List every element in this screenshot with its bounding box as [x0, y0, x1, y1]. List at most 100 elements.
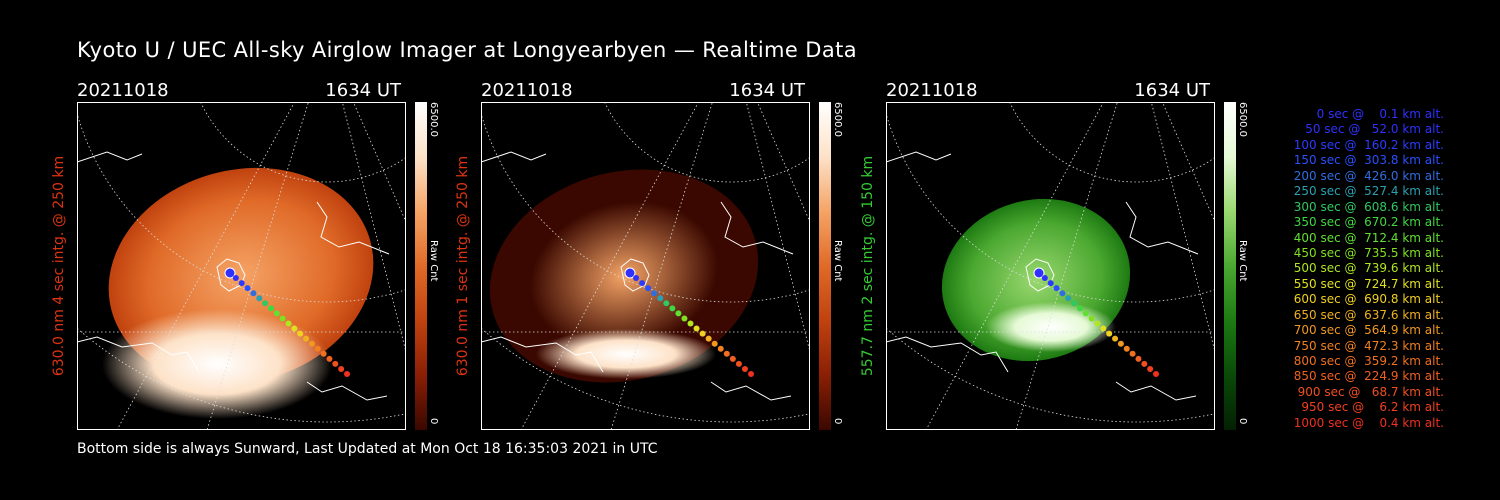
- colorbar-max-label: 6500.0: [428, 102, 439, 137]
- trajectory-point: [633, 275, 640, 282]
- airglow-panel-2: 20211018 1634 UT 6500.0 Raw Cnt 0: [481, 80, 881, 440]
- trajectory-point: [1088, 315, 1095, 322]
- trajectory-point: [711, 340, 718, 347]
- image-frame: [481, 102, 810, 430]
- trajectory-legend-row: 750 sec @ 472.3 km alt.: [1289, 338, 1444, 353]
- trajectory-point: [1094, 320, 1101, 327]
- trajectory-point: [338, 365, 345, 372]
- trajectory-legend-row: 600 sec @ 690.8 km alt.: [1289, 292, 1444, 307]
- coastline: [886, 151, 1199, 401]
- trajectory-point: [256, 295, 263, 302]
- trajectory-legend-row: 150 sec @ 303.8 km alt.: [1289, 153, 1444, 168]
- trajectory-point: [344, 371, 350, 377]
- trajectory-point: [1112, 335, 1119, 342]
- allsky-image: [481, 102, 810, 430]
- aurora-bright-region: [986, 302, 1116, 352]
- trajectory-point: [669, 305, 676, 312]
- trajectory-legend-row: 400 sec @ 712.4 km alt.: [1289, 230, 1444, 245]
- trajectory-point: [285, 320, 292, 327]
- trajectory-legend-row: 50 sec @ 52.0 km alt.: [1297, 122, 1444, 137]
- trajectory-point: [250, 290, 257, 297]
- trajectory-point: [238, 280, 245, 287]
- trajectory-point: [1071, 300, 1078, 307]
- colorbar: [415, 102, 427, 430]
- colorbar-min-label: 0: [832, 418, 843, 425]
- trajectory-legend-row: 350 sec @ 670.2 km alt.: [1289, 215, 1444, 230]
- trajectory-legend-row: 900 sec @ 68.7 km alt.: [1293, 384, 1444, 399]
- trajectory-point: [232, 275, 239, 282]
- trajectory-point: [308, 340, 315, 347]
- trajectory-point: [297, 330, 304, 337]
- trajectory-point: [624, 267, 636, 279]
- satellite-trajectory: [624, 267, 754, 377]
- trajectory-point: [705, 335, 712, 342]
- trajectory-point: [1135, 355, 1142, 362]
- trajectory-legend-row: 1000 sec @ 0.4 km alt.: [1293, 415, 1444, 430]
- trajectory-point: [645, 285, 652, 292]
- trajectory-point: [332, 360, 339, 367]
- airglow-panel-3: 20211018 1634 UT 6500.0 Raw Cnt 0: [886, 80, 1286, 440]
- trajectory-legend-row: 850 sec @ 224.9 km alt.: [1289, 369, 1444, 384]
- trajectory-point: [675, 310, 682, 317]
- geographic-grid: [886, 102, 1215, 430]
- panel-time: 1634 UT: [1134, 80, 1210, 101]
- trajectory-point: [303, 335, 310, 342]
- trajectory-point: [639, 280, 646, 287]
- colorbar-unit-label: Raw Cnt: [832, 240, 843, 282]
- panel-time: 1634 UT: [325, 80, 401, 101]
- panel-date: 20211018: [77, 80, 169, 101]
- trajectory-point: [1100, 325, 1107, 332]
- trajectory-point: [1117, 340, 1124, 347]
- trajectory-point: [1123, 345, 1130, 352]
- coastline: [481, 151, 794, 401]
- trajectory-point: [717, 345, 724, 352]
- trajectory-point: [244, 285, 251, 292]
- trajectory-point: [1106, 330, 1113, 337]
- trajectory-point: [651, 290, 658, 297]
- trajectory-point: [735, 360, 742, 367]
- trajectory-legend: 0 sec @ 0.1 km alt. 50 sec @ 52.0 km alt…: [1258, 107, 1444, 431]
- panel-wavelength-label: 630.0 nm 4 sec intg. @ 250 km: [51, 155, 67, 377]
- trajectory-point: [741, 365, 748, 372]
- panel-date: 20211018: [481, 80, 573, 101]
- trajectory-point: [262, 300, 269, 307]
- airglow-field: [489, 169, 759, 383]
- trajectory-legend-row: 950 sec @ 6.2 km alt.: [1297, 400, 1444, 415]
- trajectory-point: [1141, 360, 1148, 367]
- panel-time: 1634 UT: [729, 80, 805, 101]
- image-frame: [77, 102, 406, 430]
- trajectory-point: [314, 345, 321, 352]
- trajectory-legend-row: 0 sec @ 0.1 km alt.: [1305, 107, 1444, 121]
- aurora-bright-region: [102, 309, 332, 419]
- trajectory-point: [723, 350, 730, 357]
- trajectory-point: [1047, 280, 1054, 287]
- trajectory-point: [663, 300, 670, 307]
- trajectory-legend-row: 450 sec @ 735.5 km alt.: [1289, 245, 1444, 260]
- colorbar: [1224, 102, 1236, 430]
- colorbar-unit-label: Raw Cnt: [428, 240, 439, 282]
- colorbar-max-label: 6500.0: [1237, 102, 1248, 137]
- colorbar-unit-label: Raw Cnt: [1237, 240, 1248, 282]
- allsky-image: [886, 102, 1215, 430]
- colorbar-min-label: 0: [428, 418, 439, 425]
- footer-note: Bottom side is always Sunward, Last Upda…: [77, 441, 658, 457]
- trajectory-point: [279, 315, 286, 322]
- colorbar-min-label: 0: [1237, 418, 1248, 425]
- trajectory-point: [1065, 295, 1072, 302]
- panel-wavelength-label: 630.0 nm 1 sec intg. @ 250 km: [455, 155, 471, 377]
- trajectory-point: [699, 330, 706, 337]
- airglow-panel-1: 20211018 1634 UT 6500.0 Raw Cnt 0: [77, 80, 477, 440]
- satellite-trajectory: [224, 267, 350, 377]
- trajectory-point: [1041, 275, 1048, 282]
- trajectory-point: [1059, 290, 1066, 297]
- trajectory-point: [1033, 267, 1045, 279]
- trajectory-legend-row: 800 sec @ 359.2 km alt.: [1289, 354, 1444, 368]
- trajectory-point: [267, 305, 274, 312]
- trajectory-point: [320, 350, 327, 357]
- trajectory-point: [291, 325, 298, 332]
- geographic-grid: [481, 102, 810, 430]
- trajectory-legend-row: 200 sec @ 426.0 km alt.: [1289, 168, 1444, 183]
- trajectory-point: [1053, 285, 1060, 292]
- satellite-trajectory: [1033, 267, 1159, 377]
- trajectory-point: [326, 355, 333, 362]
